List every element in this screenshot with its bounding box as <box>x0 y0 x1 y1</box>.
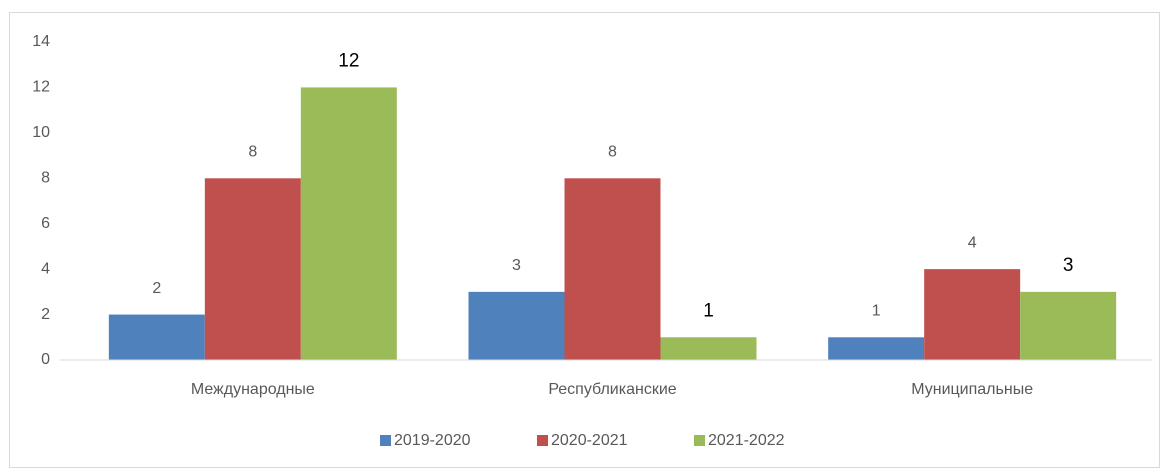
y-tick-label: 4 <box>41 260 50 277</box>
y-tick-label: 0 <box>41 351 50 368</box>
data-label: 1 <box>872 303 881 320</box>
legend-swatch <box>694 435 705 446</box>
y-tick-label: 12 <box>32 79 50 96</box>
legend-label: 2020-2021 <box>551 432 628 449</box>
x-tick-label: Республиканские <box>548 381 676 398</box>
bar <box>828 337 925 360</box>
data-label: 12 <box>338 50 359 71</box>
y-tick-label: 6 <box>41 215 50 232</box>
bar <box>108 314 205 360</box>
bar <box>660 337 757 360</box>
data-label: 3 <box>512 257 521 274</box>
bar <box>204 178 301 360</box>
legend-swatch <box>537 435 548 446</box>
y-tick-label: 14 <box>32 33 50 50</box>
data-label: 8 <box>608 144 617 161</box>
bar <box>300 87 397 360</box>
legend-label: 2019-2020 <box>394 432 471 449</box>
y-tick-label: 10 <box>32 124 50 141</box>
bar <box>1020 291 1117 360</box>
x-tick-label: Муниципальные <box>911 381 1033 398</box>
y-tick-label: 2 <box>41 306 50 323</box>
bar <box>924 269 1021 360</box>
x-tick-label: Международные <box>191 381 315 398</box>
data-label: 4 <box>968 234 977 251</box>
data-label: 3 <box>1063 255 1074 276</box>
data-label: 8 <box>248 144 257 161</box>
bar <box>468 291 565 360</box>
y-tick-label: 8 <box>41 170 50 187</box>
data-label: 2 <box>152 280 161 297</box>
data-label: 1 <box>703 300 714 321</box>
bar <box>564 178 661 360</box>
legend-label: 2021-2022 <box>708 432 785 449</box>
legend-swatch <box>380 435 391 446</box>
